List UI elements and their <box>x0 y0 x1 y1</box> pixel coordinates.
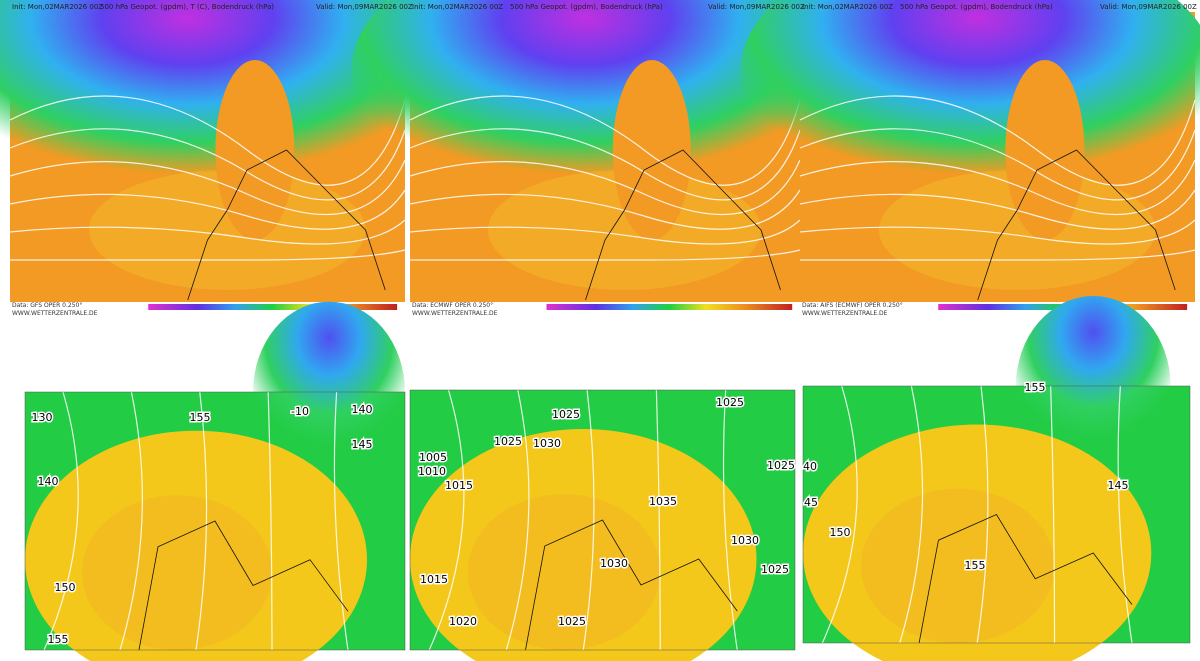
warm-core <box>861 488 1055 643</box>
colorbar <box>148 304 398 310</box>
contour <box>976 385 989 644</box>
contour-label: 140 <box>38 475 59 488</box>
contour-label: 1035 <box>649 495 677 508</box>
cold-area <box>740 0 1200 200</box>
map-title: 500 hPa Geopot. (gpdm), T (C), Bodendruc… <box>100 3 274 11</box>
data-source: Data: GFS OPER 0.250° <box>12 302 82 309</box>
contour-label: 150 <box>830 526 851 539</box>
contour-label: 1030 <box>731 534 759 547</box>
init: Init: Mon,02MAR2026 00Z <box>12 3 103 11</box>
contour <box>899 385 924 644</box>
website: WWW.WETTERZENTRALE.DE <box>12 310 98 317</box>
contour <box>10 249 406 261</box>
contour-label: 150 <box>55 581 76 594</box>
contour-label: 1025 <box>558 615 586 628</box>
warm-core <box>82 495 272 650</box>
contour-label: 1030 <box>600 557 628 570</box>
valid: Valid: Mon,09MAR2026 00Z <box>708 3 805 11</box>
contour-label: 1025 <box>552 408 580 421</box>
contour-label: 145 <box>1108 479 1129 492</box>
contour <box>9 159 406 216</box>
contour <box>799 95 1196 186</box>
contour <box>800 249 1196 261</box>
contour <box>799 189 1196 230</box>
coastline <box>525 519 738 651</box>
contour <box>582 389 595 651</box>
contour-label: 130 <box>32 411 53 424</box>
data-source: Data: ECMWF OPER 0.250° <box>412 302 493 309</box>
map-title: 500 hPa Geopot. (gpdm), Bodendruck (hPa) <box>900 3 1053 11</box>
contour-label: 1025 <box>494 435 522 448</box>
contour <box>799 128 1196 201</box>
contour <box>428 389 465 651</box>
contour-label: 1025 <box>767 459 795 472</box>
frame <box>409 389 796 651</box>
top-headers: Init: Mon,02MAR2026 00Z 500 hPa Geopot. … <box>12 3 1197 317</box>
contour-label: 1015 <box>420 573 448 586</box>
website: WWW.WETTERZENTRALE.DE <box>802 310 888 317</box>
contour <box>409 128 801 201</box>
contour <box>1117 385 1133 644</box>
contour-label: 1015 <box>445 479 473 492</box>
contour-label: 1025 <box>716 396 744 409</box>
contour <box>799 159 1196 216</box>
bottom-labels: 130 155 140 145 140 150 155 -10 1025 102… <box>30 380 1130 648</box>
frame <box>24 391 406 651</box>
contour <box>409 159 801 216</box>
contour-label: 140 <box>352 403 373 416</box>
contour-label: 1025 <box>761 563 789 576</box>
colorbar <box>546 304 793 310</box>
contour-label: 1020 <box>449 615 477 628</box>
cold-area <box>351 0 820 200</box>
website: WWW.WETTERZENTRALE.DE <box>412 310 498 317</box>
contour-label: -10 <box>291 405 309 418</box>
contour-label: 1030 <box>533 437 561 450</box>
cold-area <box>0 0 425 200</box>
coastline <box>585 149 781 301</box>
frame <box>802 385 1191 644</box>
coastline <box>138 520 349 651</box>
coastline <box>977 149 1176 301</box>
ridge <box>612 60 691 240</box>
contour <box>333 391 349 651</box>
ridge <box>1005 60 1085 240</box>
contour <box>821 385 858 644</box>
contour-label: 155 <box>965 559 986 572</box>
contour <box>655 389 661 651</box>
ridge <box>215 60 295 240</box>
contour-label: 155 <box>48 633 69 646</box>
contour-label: 1005 <box>419 451 447 464</box>
contour <box>409 189 801 230</box>
contour-label: 40 <box>803 460 817 473</box>
valid: Valid: Mon,09MAR2026 00Z <box>316 3 413 11</box>
contour-label: 145 <box>352 438 373 451</box>
contour <box>119 391 143 651</box>
contour-label: 155 <box>1025 381 1046 394</box>
contour <box>409 95 801 186</box>
contour <box>722 389 738 651</box>
contour <box>43 391 79 651</box>
contour-label: 1010 <box>418 465 446 478</box>
init: Init: Mon,02MAR2026 00Z <box>412 3 503 11</box>
contour-label: 45 <box>804 496 818 509</box>
contour <box>505 389 530 651</box>
contour <box>410 249 801 261</box>
coastline <box>187 149 386 301</box>
valid: Valid: Mon,09MAR2026 00Z <box>1100 3 1197 11</box>
init: Init: Mon,02MAR2026 00Z <box>802 3 893 11</box>
contour <box>1050 385 1056 644</box>
map-title: 500 hPa Geopot. (gpdm), Bodendruck (hPa) <box>510 3 663 11</box>
contour <box>9 189 406 230</box>
contour <box>9 95 406 186</box>
contour-label: 155 <box>190 411 211 424</box>
contour <box>9 128 406 201</box>
contour <box>267 391 273 651</box>
contour <box>195 391 208 651</box>
data-source: Data: AIFS (ECMWF) OPER 0.250° <box>802 302 903 309</box>
coastline <box>918 513 1133 644</box>
